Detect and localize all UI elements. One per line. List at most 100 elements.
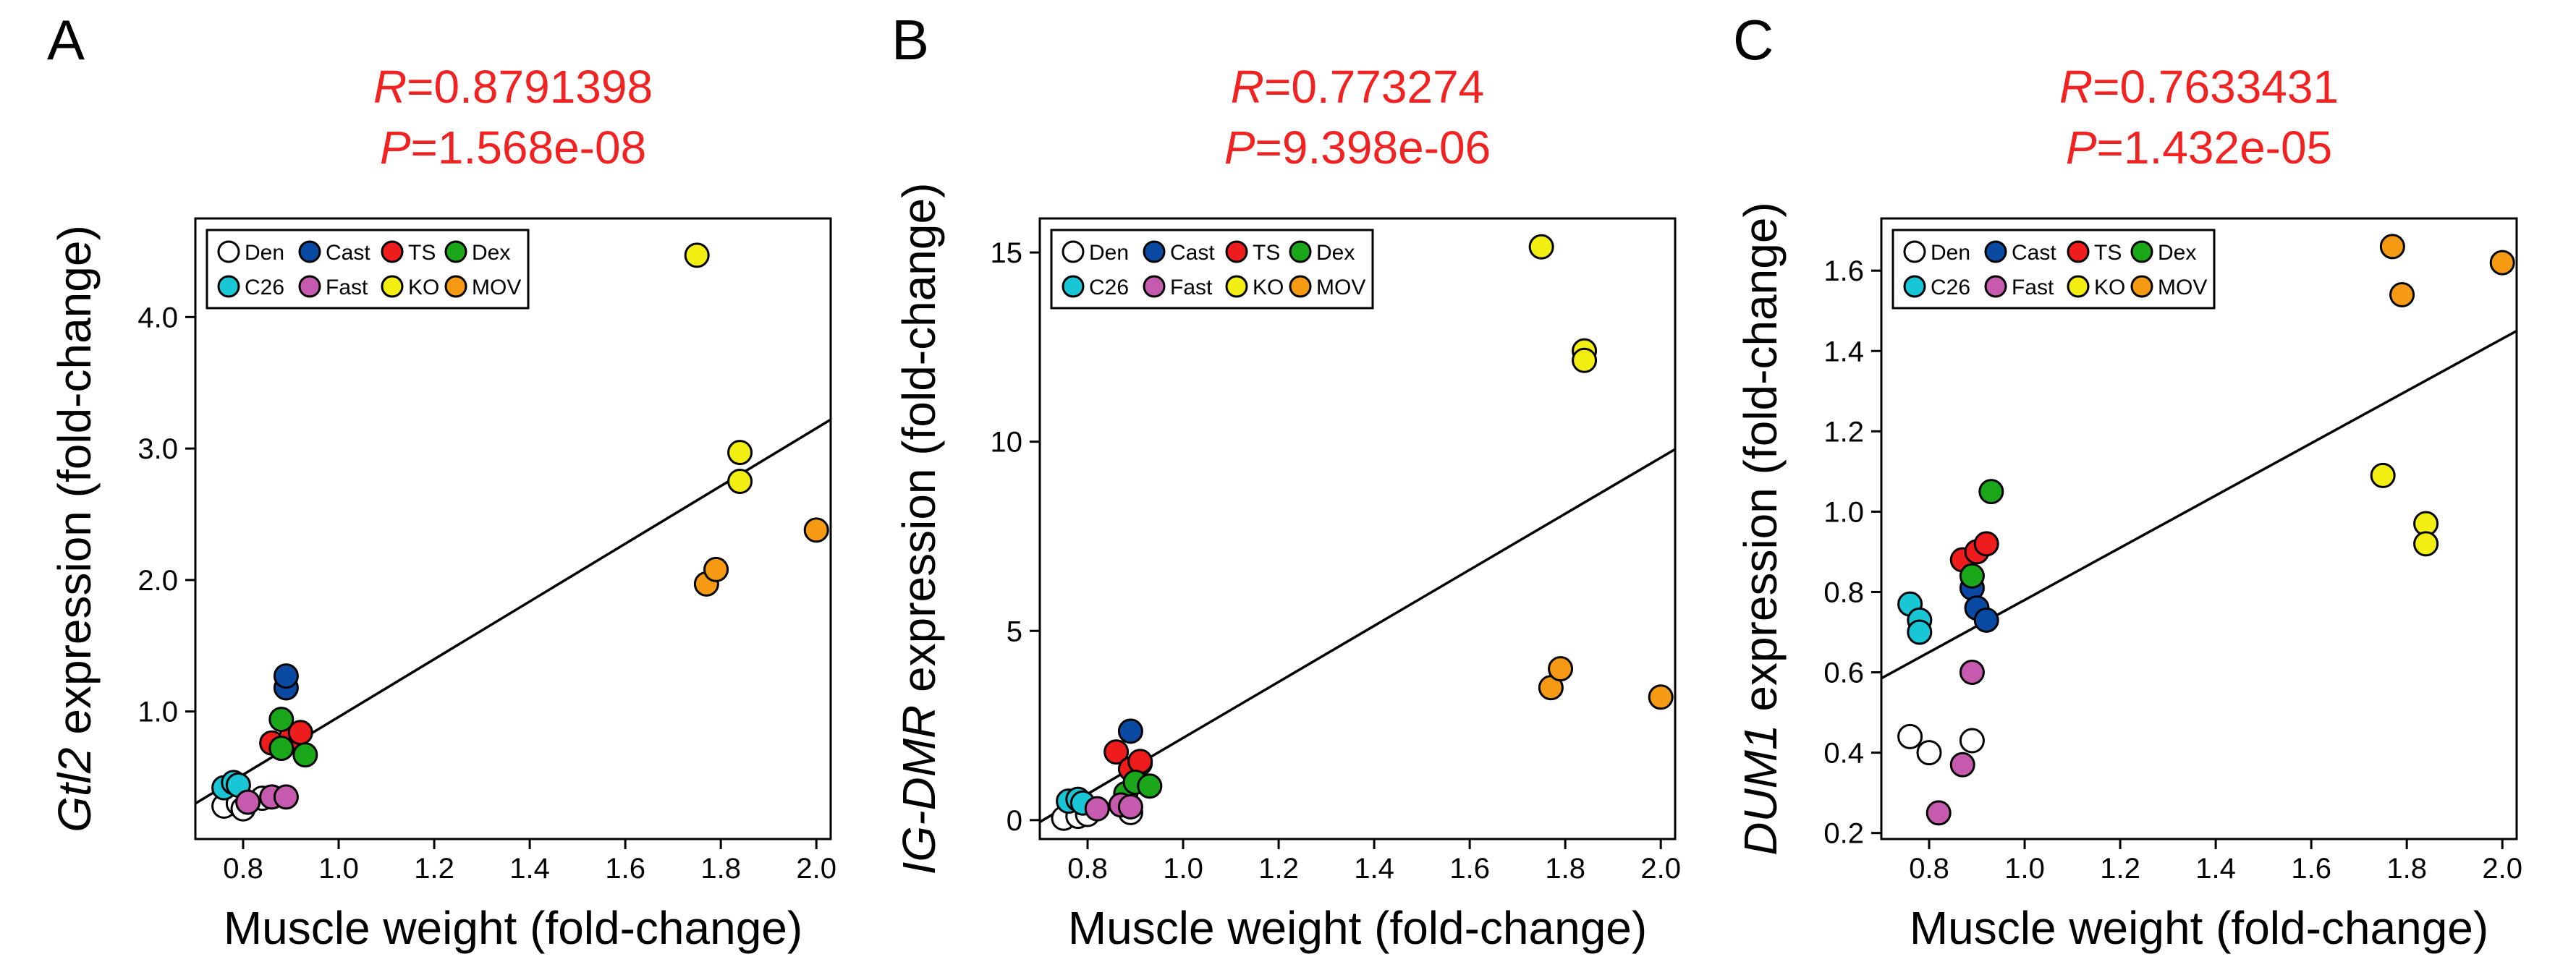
y-axis-label-rest: expression (fold-change): [893, 183, 945, 705]
legend-marker-fast: [1143, 275, 1166, 298]
stat-r-value: =0.7633431: [2093, 61, 2339, 113]
legend-marker-den: [1062, 240, 1085, 263]
point-mov: [2489, 250, 2515, 276]
point-dex: [292, 742, 318, 768]
legend-label-mov: MOV: [1316, 276, 1365, 299]
legend-marker-c26: [217, 275, 240, 298]
legend-label-fast: Fast: [326, 276, 368, 299]
legend-marker-fast: [1984, 275, 2007, 298]
legend-label-c26: C26: [1931, 276, 1970, 299]
legend-label-cast: Cast: [1170, 241, 1215, 265]
x-tick-label: 0.8: [223, 853, 263, 885]
legend-label-dex: Dex: [472, 241, 510, 265]
y-tick-label: 15: [991, 237, 1023, 269]
point-dex: [1959, 563, 1985, 589]
y-axis-label-gene: DUM1: [1734, 724, 1787, 855]
legend-label-ko: KO: [1253, 276, 1284, 299]
x-tick-label: 1.8: [2386, 853, 2427, 885]
point-fast: [1084, 796, 1110, 822]
stat-r: R=0.8791398: [373, 61, 653, 113]
legend-label-c26: C26: [245, 276, 284, 299]
x-tick-label: 1.8: [1545, 853, 1585, 885]
point-ko: [684, 242, 710, 268]
stat-p: P=1.432e-05: [2066, 122, 2332, 174]
legend: Den Cast TS Dex C26 Fast KO MOV: [1891, 229, 2216, 310]
point-den: [1916, 740, 1942, 766]
point-c26: [1907, 619, 1933, 645]
y-tick-label: 10: [991, 427, 1023, 459]
x-tick-label: 1.2: [2100, 853, 2140, 885]
x-axis-label: Muscle weight (fold-change): [224, 902, 802, 954]
stat-r: R=0.7633431: [2059, 61, 2339, 113]
point-ko: [727, 469, 753, 495]
x-tick-label: 1.4: [1354, 853, 1394, 885]
y-tick-label: 0.6: [1823, 657, 1864, 689]
x-tick-label: 1.0: [1163, 853, 1203, 885]
stat-p: P=1.568e-08: [380, 122, 646, 174]
point-cast: [273, 663, 299, 689]
x-axis-label: Muscle weight (fold-change): [1910, 902, 2488, 954]
stat-r-label: R: [1231, 61, 1264, 113]
point-dex: [1978, 479, 2004, 505]
point-fast: [1949, 752, 1975, 778]
point-ko: [2370, 462, 2396, 488]
legend-label-mov: MOV: [2158, 276, 2207, 299]
legend-label-ko: KO: [2094, 276, 2125, 299]
y-axis-label-rest: expression (fold-change): [48, 225, 101, 747]
x-tick-label: 0.8: [1909, 853, 1949, 885]
legend-label-c26: C26: [1089, 276, 1129, 299]
legend-label-ts: TS: [408, 241, 436, 265]
panel-letter: C: [1733, 8, 1774, 72]
point-fast: [1117, 794, 1143, 820]
point-ts: [1973, 531, 1999, 557]
legend-marker-dex: [444, 240, 467, 263]
legend-frame: [206, 229, 530, 310]
x-tick-label: 1.0: [318, 853, 359, 885]
x-tick-label: 1.2: [414, 853, 454, 885]
legend-marker-ts: [381, 240, 404, 263]
legend-marker-ko: [2067, 275, 2090, 298]
panel-c: C R=0.7633431 P=1.432e-05 0.8 1.0 1.2 1.4 1.6 1.…: [1733, 8, 2522, 954]
stat-p-label: P: [380, 122, 411, 174]
stat-p: P=9.398e-06: [1224, 122, 1491, 174]
legend-marker-den: [217, 240, 240, 263]
x-tick-label: 0.8: [1067, 853, 1108, 885]
legend-marker-mov: [444, 275, 467, 298]
stat-r-value: =0.8791398: [407, 61, 653, 113]
y-axis-label: IG-DMR expression (fold-change): [893, 183, 945, 875]
legend-label-ts: TS: [2094, 241, 2122, 265]
x-tick-label: 1.6: [2291, 853, 2331, 885]
legend-label-den: Den: [245, 241, 284, 265]
legend-marker-dex: [2130, 240, 2153, 263]
y-axis-label-gene: Gtl2: [48, 747, 101, 832]
legend-marker-c26: [1903, 275, 1926, 298]
legend: Den Cast TS Dex C26 Fast KO MOV: [206, 229, 530, 310]
point-dex: [268, 707, 295, 733]
legend-marker-den: [1903, 240, 1926, 263]
stat-r: R=0.773274: [1231, 61, 1485, 113]
x-tick-label: 2.0: [1640, 853, 1681, 885]
x-tick-label: 2.0: [796, 853, 836, 885]
plot-frame: [1038, 217, 1677, 840]
stat-p-label: P: [2066, 122, 2097, 174]
legend-label-den: Den: [1089, 241, 1129, 265]
stat-p-value: =1.568e-08: [411, 122, 647, 174]
legend-marker-mov: [1289, 275, 1312, 298]
point-mov: [1548, 656, 1574, 682]
y-tick-label: 1.6: [1823, 255, 1864, 287]
point-fast: [235, 789, 261, 815]
legend-label-den: Den: [1931, 241, 1970, 265]
plot-frame: [1880, 217, 2518, 840]
legend-marker-c26: [1062, 275, 1085, 298]
x-tick-label: 1.6: [1449, 853, 1490, 885]
y-axis-label-rest: expression (fold-change): [1734, 202, 1787, 724]
x-tick-label: 1.8: [700, 853, 741, 885]
y-axis-label-gene: IG-DMR: [893, 705, 945, 875]
stat-p-value: =9.398e-06: [1255, 122, 1491, 174]
legend-marker-ko: [1225, 275, 1248, 298]
point-den: [1959, 728, 1985, 754]
legend-marker-ts: [2067, 240, 2090, 263]
stat-r-value: =0.773274: [1264, 61, 1484, 113]
